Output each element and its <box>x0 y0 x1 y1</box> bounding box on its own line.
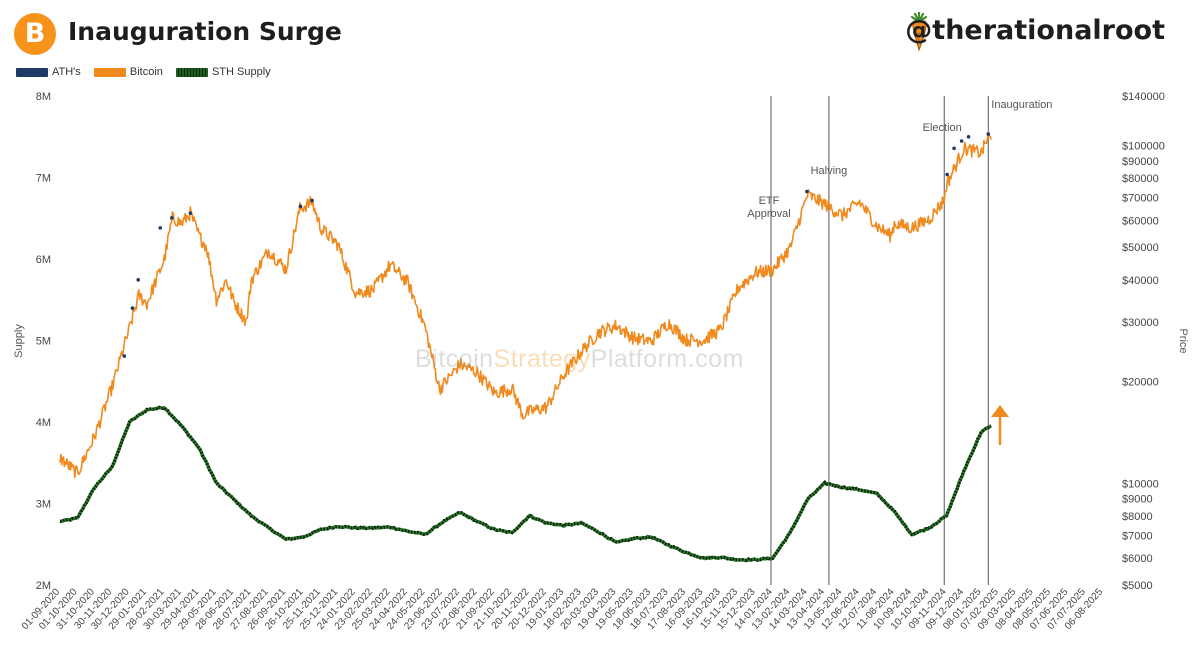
ath-marker <box>952 146 956 151</box>
ath-marker <box>188 211 193 215</box>
ath-marker <box>136 278 141 282</box>
y-left-tick: 8M <box>36 91 51 103</box>
ath-marker <box>310 198 314 203</box>
y-right-tick: $30000 <box>1122 317 1159 329</box>
legend-label-sth: STH Supply <box>211 66 271 79</box>
ath-marker <box>805 189 809 194</box>
legend-item-ath: ATH's <box>16 66 81 78</box>
legend-item-sth-supply: STH Supply <box>175 66 271 79</box>
legend-label-ath: ATH's <box>52 66 81 79</box>
header: B Inauguration Surge @therationalroot <box>0 0 1200 64</box>
left-axis-ticks: 2M 3M 4M 5M 6M 7M 8M <box>36 91 51 592</box>
ath-marker <box>986 132 991 136</box>
y-right-tick: $8000 <box>1122 511 1153 523</box>
event-label: ETF Approval <box>747 195 790 220</box>
legend-label-bitcoin: Bitcoin <box>129 66 163 79</box>
event-label: Halving <box>811 165 848 177</box>
y-right-tick: $9000 <box>1122 494 1153 506</box>
sth-supply-series <box>59 405 992 563</box>
y-right-tick: $60000 <box>1122 215 1159 227</box>
y-left-tick: 3M <box>36 499 51 511</box>
legend-swatch-bitcoin <box>93 67 126 77</box>
legend-item-bitcoin: Bitcoin <box>93 66 163 79</box>
ath-marker <box>959 139 964 143</box>
surge-arrow-icon <box>991 405 1009 445</box>
x-axis-ticks: 01-09-202001-10-202031-10-202030-11-2020… <box>20 586 1106 632</box>
y-left-tick: 6M <box>36 254 51 266</box>
ath-marker <box>170 216 174 220</box>
y-right-tick: $50000 <box>1122 242 1159 254</box>
y-left-tick: 4M <box>36 417 51 429</box>
y-right-tick: $5000 <box>1122 580 1153 592</box>
y-left-tick: 7M <box>36 173 51 185</box>
y-right-tick: $70000 <box>1122 193 1159 205</box>
ath-marker <box>122 354 127 358</box>
sth-supply-line-dots <box>59 405 992 563</box>
y-left-tick: 5M <box>36 336 51 348</box>
legend-swatch-ath <box>16 67 48 77</box>
event-label: Inauguration <box>991 99 1052 111</box>
event-label: Election <box>923 122 962 134</box>
y-right-tick: $40000 <box>1122 275 1159 287</box>
y-right-tick: $10000 <box>1122 478 1159 490</box>
right-axis-ticks: $5000 $6000 $7000 $8000 $9000 $10000 $20000 $30… <box>1122 91 1165 592</box>
bitcoin-price-line <box>59 131 992 479</box>
y-right-tick: $6000 <box>1122 553 1153 565</box>
y-left-axis-label: Supply <box>13 324 25 358</box>
sth-supply-line <box>59 405 992 563</box>
ath-markers <box>122 132 991 358</box>
y-right-tick: $140000 <box>1122 91 1165 103</box>
carrot-icon <box>910 12 928 52</box>
y-right-axis-label: Price <box>1177 328 1189 353</box>
legend-swatch-sth <box>175 67 208 77</box>
y-right-tick: $20000 <box>1122 377 1159 389</box>
ath-marker <box>130 306 135 310</box>
y-right-tick: $90000 <box>1122 156 1159 168</box>
y-right-tick: $7000 <box>1122 531 1153 543</box>
author-handle: @therationalroot <box>905 15 1165 46</box>
y-left-tick: 2M <box>36 580 51 592</box>
page-title: Inauguration Surge <box>68 17 342 46</box>
ath-marker <box>298 204 303 209</box>
ath-marker <box>966 135 971 139</box>
bitcoin-price-series <box>59 131 992 479</box>
legend: ATH's Bitcoin STH Supply <box>16 66 281 82</box>
ath-marker <box>945 172 949 177</box>
y-right-tick: $100000 <box>1122 140 1165 152</box>
y-right-tick: $80000 <box>1122 173 1159 185</box>
bitcoin-logo-icon: B <box>14 13 56 55</box>
event-markers: ETF Approval Halving Election Inauguration <box>747 96 1052 585</box>
ath-marker <box>158 226 163 230</box>
